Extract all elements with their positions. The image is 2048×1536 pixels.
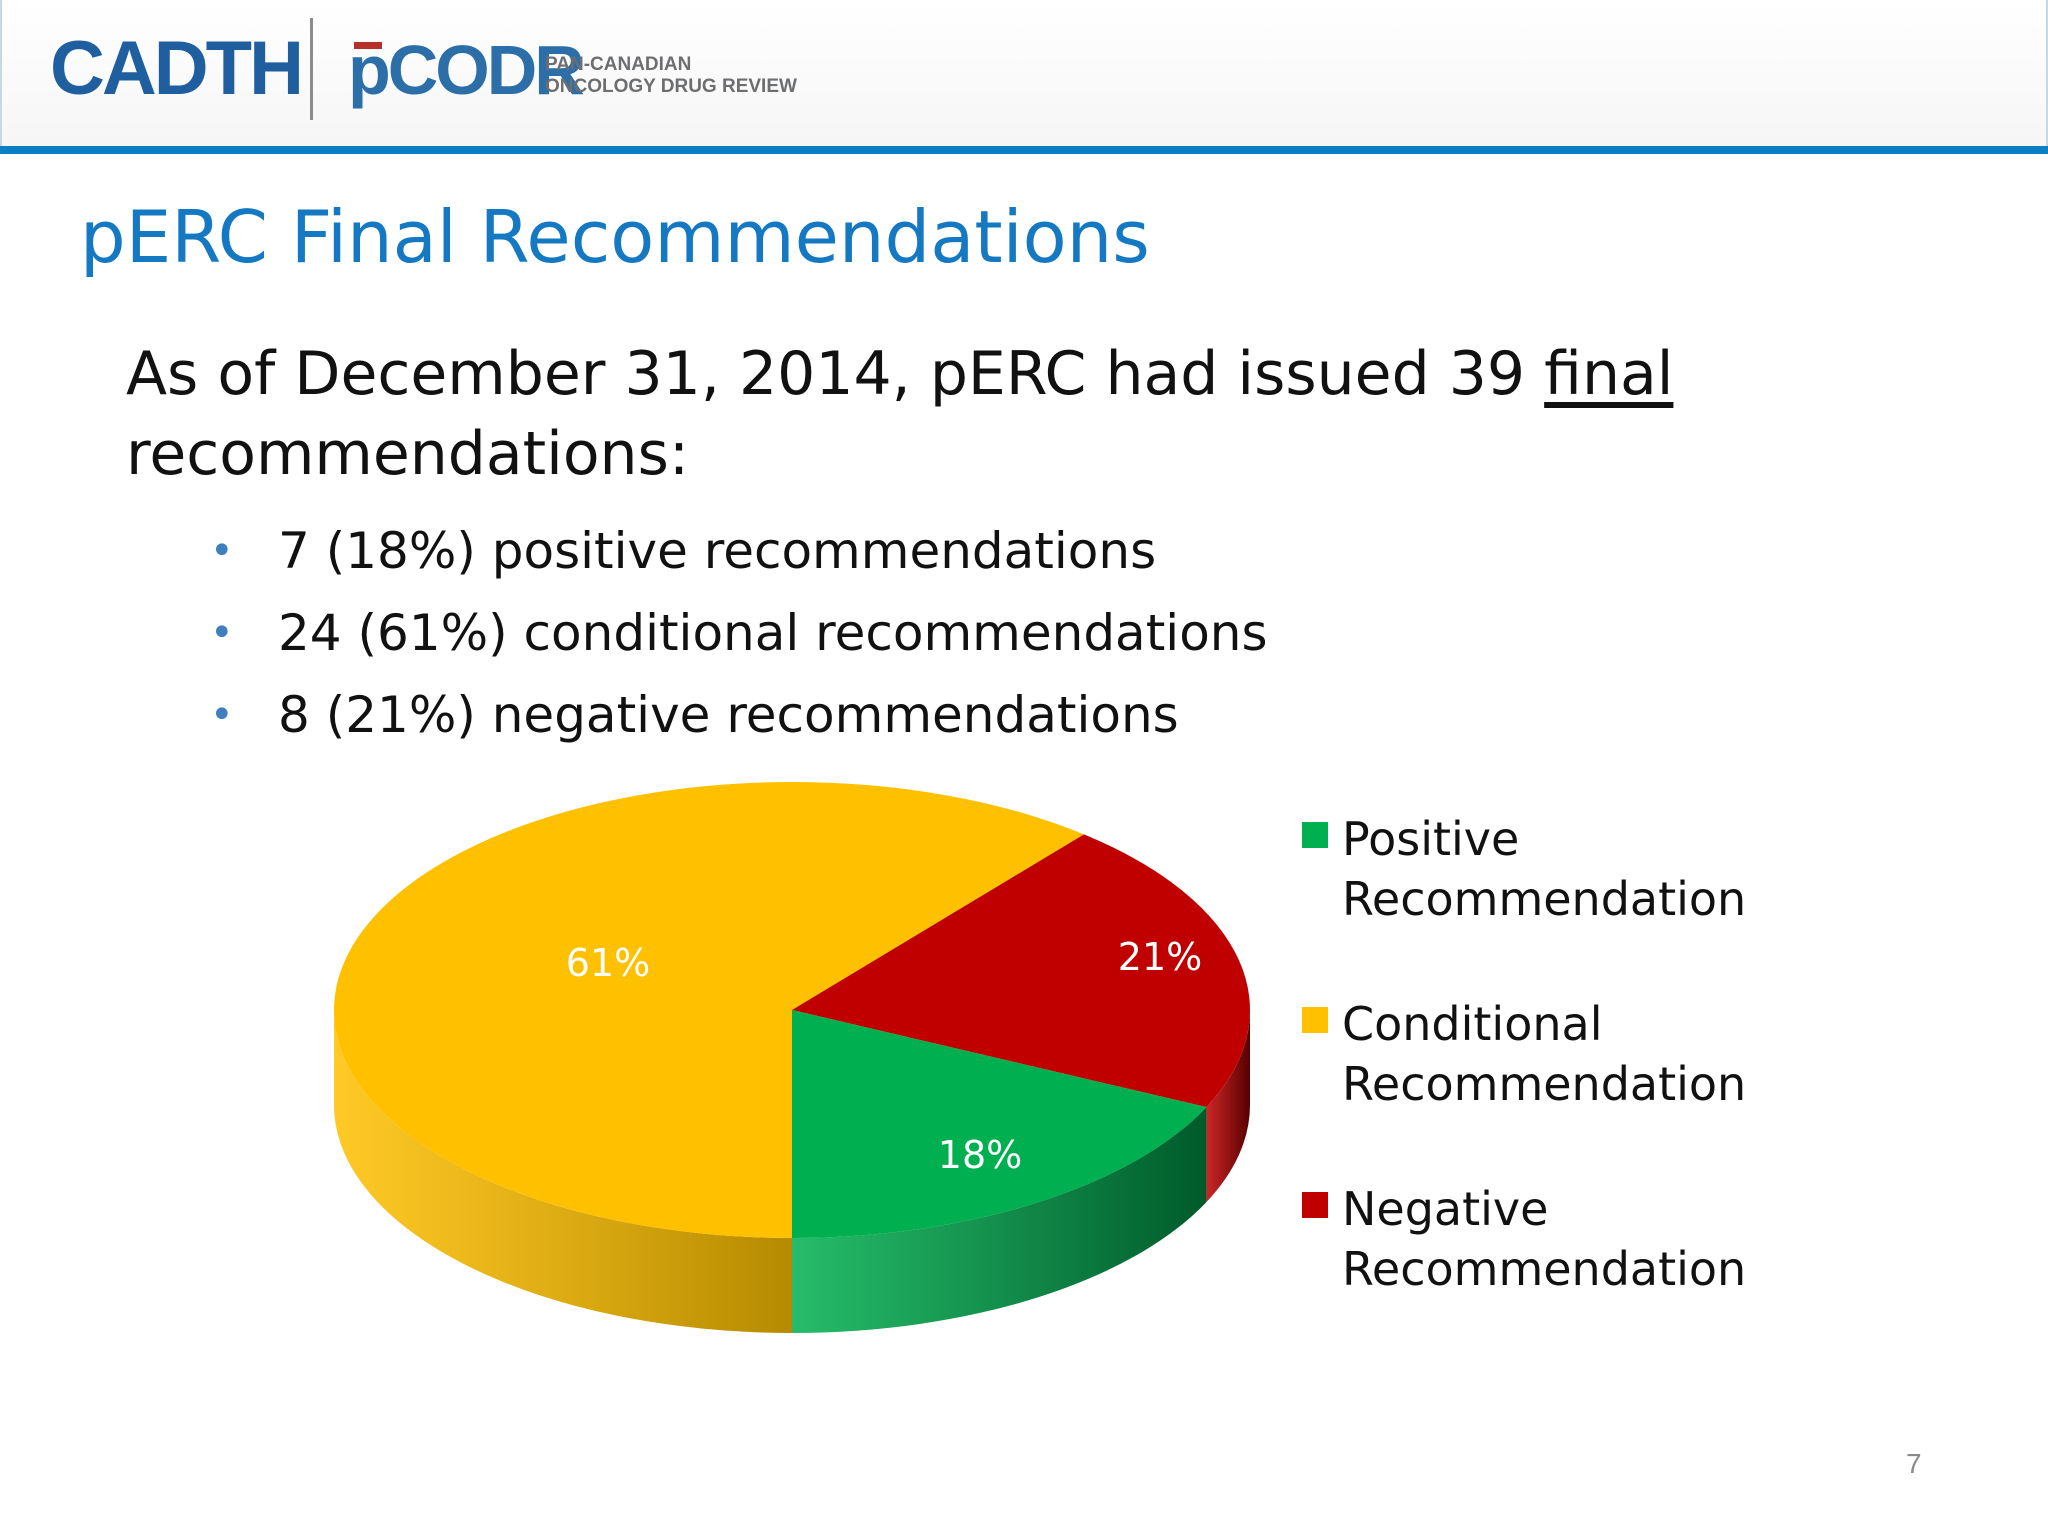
intro-text-end: recommendations:: [126, 419, 690, 489]
pie-side-conditional: [334, 1010, 792, 1333]
tagline-line-1: PAN-CANADIAN: [545, 54, 692, 75]
data-label-conditional: 61%: [566, 941, 650, 985]
legend-swatch-conditional: [1302, 1007, 1328, 1033]
legend-label-negative: Recommendation: [1342, 1242, 1746, 1296]
pcodr-logo: pCODR: [348, 31, 585, 109]
legend-label-conditional: Recommendation: [1342, 1057, 1746, 1111]
bullet-text: 7 (18%) positive recommendations: [278, 522, 1157, 580]
legend-label-positive: Recommendation: [1342, 872, 1746, 926]
pcodr-logo-accent: [354, 42, 382, 49]
legend-label-conditional: Conditional: [1342, 997, 1602, 1051]
legend-swatch-positive: [1302, 822, 1328, 848]
header-accent-bar: [0, 146, 2048, 154]
bullet-dot: •: [210, 528, 234, 574]
bullet-item: • 7 (18%) positive recommendations: [210, 510, 1268, 592]
cadth-logo: CADTH: [50, 26, 304, 111]
bullet-text: 8 (21%) negative recommendations: [278, 686, 1179, 744]
bullet-list: • 7 (18%) positive recommendations • 24 (6…: [210, 510, 1268, 756]
pie-side-positive: [792, 1107, 1207, 1333]
pie-slice-conditional: [333, 782, 1084, 1238]
data-label-positive: 18%: [938, 1133, 1022, 1177]
logo-divider: [310, 18, 313, 120]
pcodr-tagline: PAN-CANADIAN ONCOLOGY DRUG REVIEW: [545, 54, 797, 98]
header-banner: CADTH pCODR PAN-CANADIAN ONCOLOGY DRUG R…: [0, 0, 2048, 146]
legend-label-positive: Positive: [1342, 812, 1519, 866]
bullet-dot: •: [210, 692, 234, 738]
bullet-item: • 8 (21%) negative recommendations: [210, 674, 1268, 756]
bullet-text: 24 (61%) conditional recommendations: [278, 604, 1268, 662]
bullet-dot: •: [210, 610, 234, 656]
intro-text: As of December 31, 2014, pERC had issued…: [126, 334, 1826, 494]
page-number: 7: [1906, 1448, 1922, 1479]
intro-underlined-word: final: [1544, 339, 1674, 409]
pie-slice-positive: [792, 1010, 1207, 1238]
legend-swatch-negative: [1302, 1192, 1328, 1218]
data-label-negative: 21%: [1118, 935, 1202, 979]
tagline-line-2: ONCOLOGY DRUG REVIEW: [545, 76, 797, 97]
legend-label-negative: Negative: [1342, 1182, 1548, 1236]
pie-slice-negative: [792, 834, 1250, 1108]
intro-text-start: As of December 31, 2014, pERC had issued…: [126, 339, 1545, 409]
bullet-item: • 24 (61%) conditional recommendations: [210, 592, 1268, 674]
pie-side-negative: [1206, 1010, 1250, 1203]
slide-title: pERC Final Recommendations: [80, 195, 1150, 279]
